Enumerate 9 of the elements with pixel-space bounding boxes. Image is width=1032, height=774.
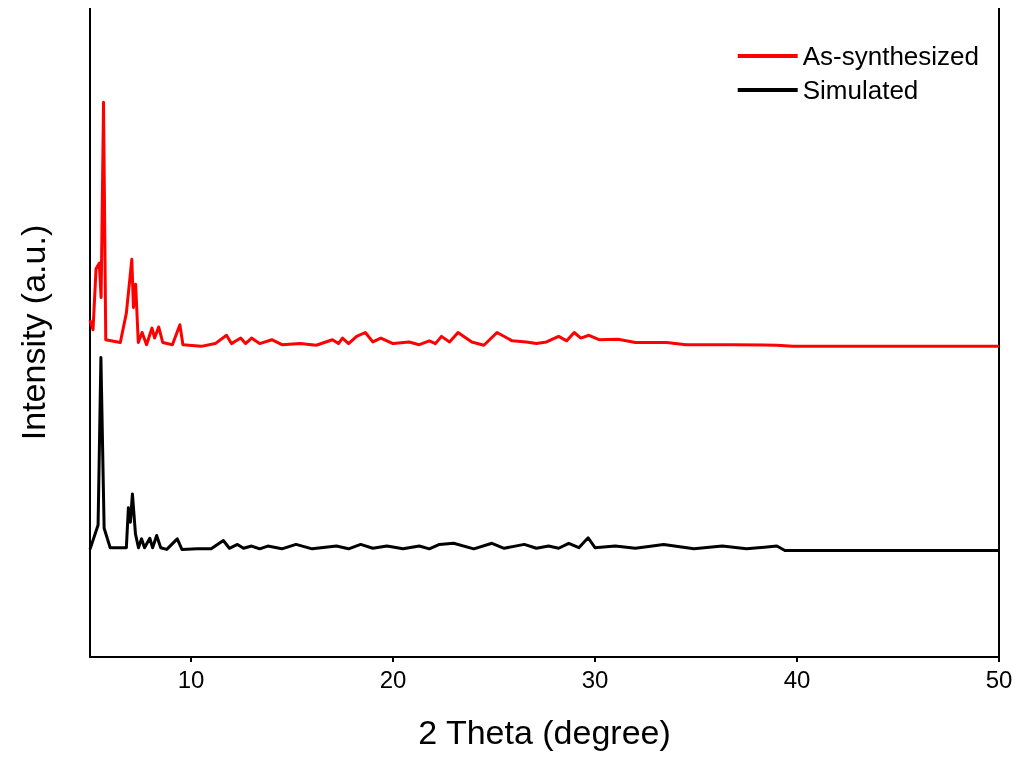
x-tick-label: 30 (581, 665, 609, 693)
y-axis-title: Intensity (a.u.) (14, 224, 52, 441)
legend-label: Simulated (802, 75, 919, 105)
x-tick-label: 50 (985, 665, 1013, 693)
x-axis-title: 2 Theta (degree) (418, 713, 671, 751)
legend-label: As-synthesized (802, 41, 980, 71)
x-tick-label: 20 (379, 665, 407, 693)
x-tick-label: 10 (177, 665, 205, 693)
x-tick-label: 40 (783, 665, 811, 693)
